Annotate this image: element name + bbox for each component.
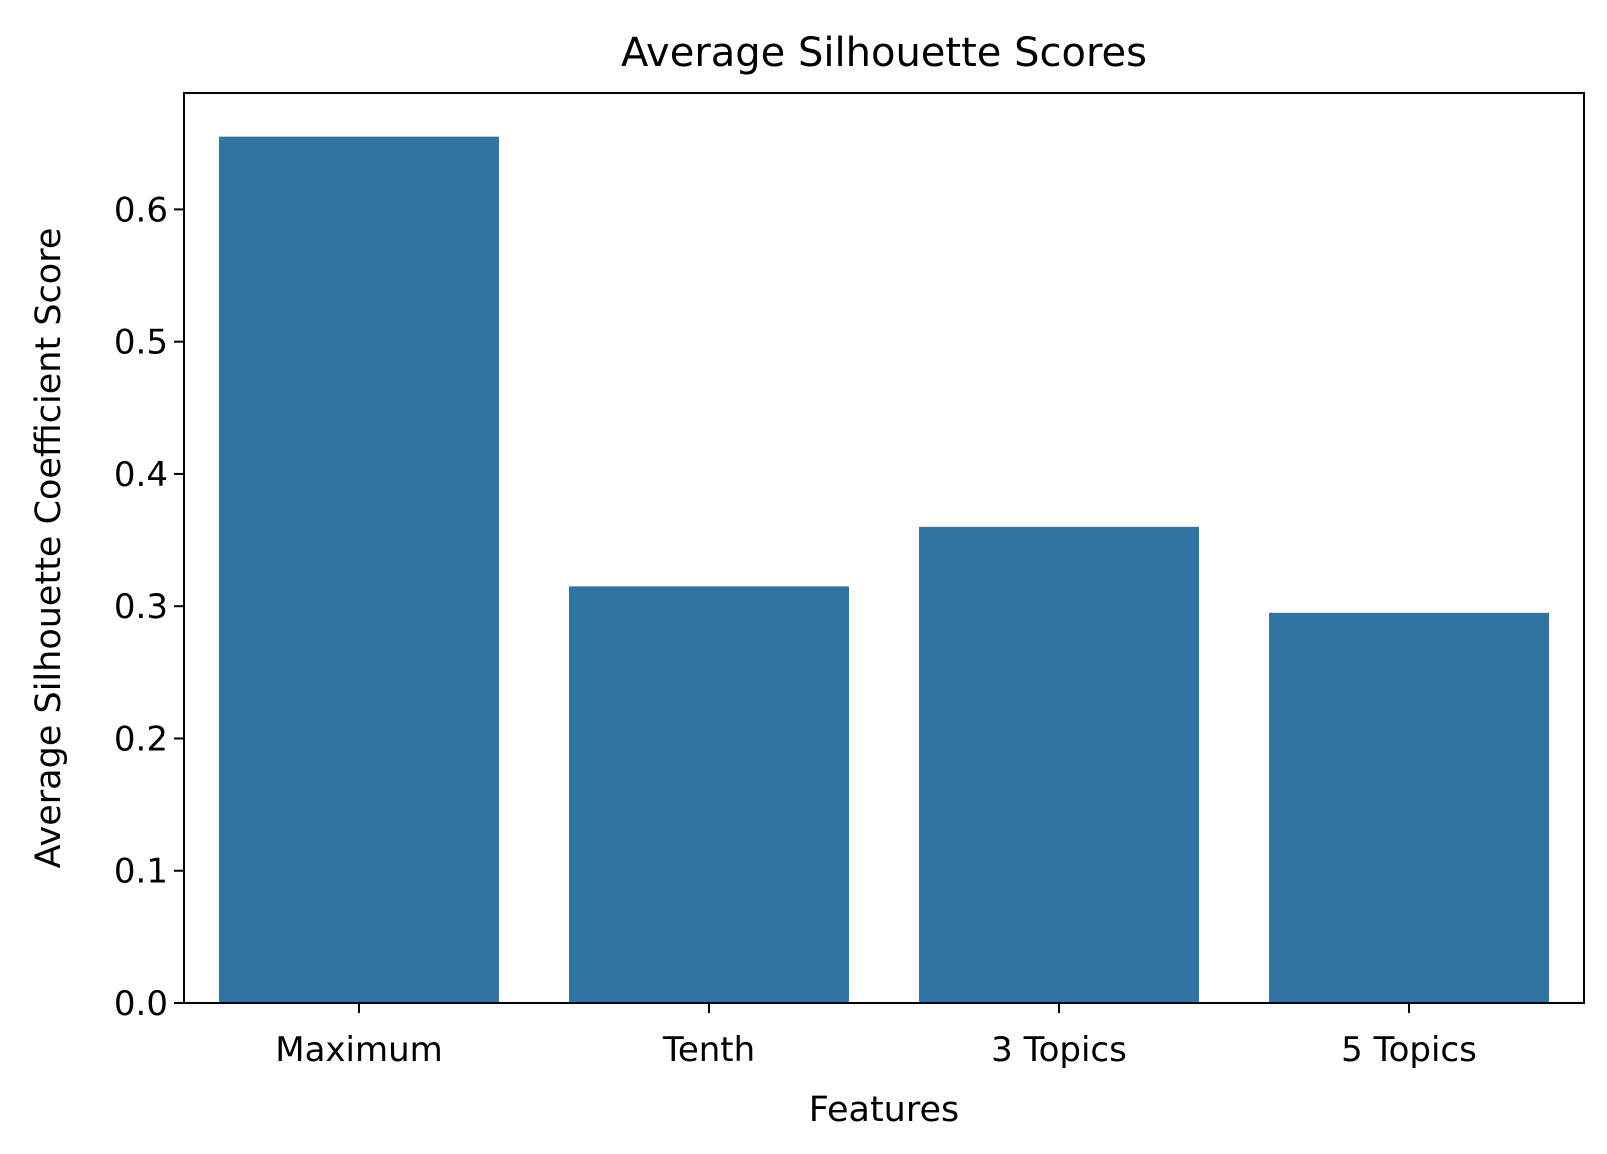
x-tick-label: Tenth — [662, 1030, 755, 1070]
bar — [919, 526, 1199, 1003]
y-tick-label: 0.3 — [114, 587, 168, 627]
x-tick-label: 3 Topics — [991, 1030, 1127, 1070]
x-tick-label: Maximum — [275, 1030, 443, 1070]
x-axis-label: Features — [809, 1090, 960, 1130]
y-axis-label: Average Silhouette Coefficient Score — [29, 228, 69, 869]
y-tick-label: 0.6 — [114, 190, 168, 230]
bar — [219, 136, 499, 1003]
x-tick-label: 5 Topics — [1341, 1030, 1477, 1070]
axes-layer: Maximum Tenth 3 Topics 5 Topics 0.0 0.1 0.2 0.3… — [114, 190, 1477, 1070]
y-tick-label: 0.4 — [114, 455, 168, 495]
chart-title: Average Silhouette Scores — [621, 30, 1147, 76]
bars-layer — [219, 136, 1549, 1003]
plot-frame — [183, 92, 1585, 1004]
y-tick-label: 0.1 — [114, 852, 168, 892]
y-tick-label: 0.5 — [114, 323, 168, 363]
y-tick-label: 0.0 — [114, 984, 168, 1024]
bar — [569, 586, 849, 1003]
y-tick-label: 0.2 — [114, 719, 168, 759]
bar — [1269, 612, 1549, 1003]
